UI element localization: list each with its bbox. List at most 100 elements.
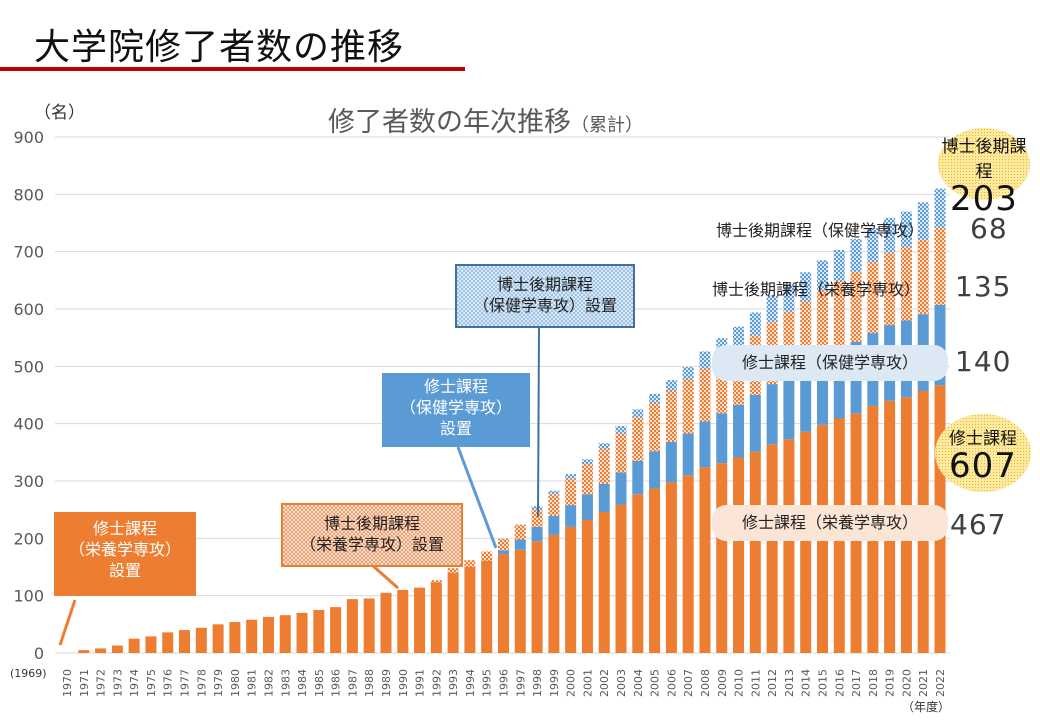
x-tick-label: 2006: [665, 669, 678, 697]
bar-segment-doctor-health: [682, 366, 694, 380]
bar-segment-doctor-nutrition: [430, 580, 442, 583]
bar-segment-master-nutrition: [330, 607, 342, 653]
x-tick-label: 2012: [766, 669, 779, 697]
bar-segment-master-health: [531, 526, 543, 542]
x-tick-label: 2007: [682, 669, 695, 697]
bar-segment-master-nutrition: [665, 482, 677, 653]
doctor-health-value: 68: [970, 212, 1008, 245]
bar-segment-master-nutrition: [615, 504, 627, 653]
bar-segment-master-health: [498, 550, 509, 555]
bar-segment-doctor-health: [800, 272, 812, 302]
master-total-value: 607: [949, 446, 1017, 486]
bar-segment-doctor-health: [850, 239, 862, 272]
title-underline: [0, 67, 465, 71]
bar-segment-master-health: [716, 413, 728, 464]
y-tick-label: 400: [13, 415, 44, 434]
bar-segment-master-health: [800, 366, 812, 432]
annotation-leader-lines: [58, 327, 540, 646]
bar-segment-doctor-nutrition: [917, 239, 929, 315]
x-tick-label: 1986: [330, 669, 343, 697]
bar-segment-doctor-health: [833, 249, 845, 282]
bar-segment-doctor-health: [867, 228, 879, 262]
doctor-total-value: 203: [950, 179, 1018, 219]
x-tick-label: 1991: [414, 669, 427, 697]
bar-segment-doctor-health: [581, 459, 593, 465]
y-tick-label: 800: [13, 185, 44, 204]
bar-segment-doctor-health: [884, 217, 896, 253]
bar-segment-master-health: [598, 483, 610, 512]
x-tick-label: 1974: [128, 669, 141, 697]
bar-segment-master-health: [733, 404, 745, 458]
bar-segment-master-nutrition: [565, 526, 577, 653]
x-tick-label: 2019: [884, 669, 897, 697]
bar-segment-master-nutrition: [430, 582, 442, 653]
master-nutrition-label: 修士課程（栄養学専攻）: [712, 505, 948, 541]
bar-segment-doctor-nutrition: [850, 271, 862, 342]
y-axis-ticks: 0 100 200 300 400 500 600 700 800 900: [13, 128, 44, 663]
bar-segment-doctor-nutrition: [665, 390, 677, 443]
bar-segment-doctor-nutrition: [833, 281, 845, 350]
bar-segment-master-health: [816, 357, 828, 425]
master-total-label: 修士課程: [949, 429, 1017, 449]
y-tick-label: 300: [13, 472, 44, 491]
bar-segment-doctor-nutrition: [548, 494, 560, 516]
bar-segment-master-nutrition: [531, 541, 543, 653]
x-tick-label: 1982: [262, 669, 275, 697]
bar-segment-doctor-nutrition: [934, 227, 946, 305]
master-health-label: 修士課程（保健学専攻）: [712, 345, 948, 381]
x-tick-label: 1979: [212, 669, 225, 697]
bar-segment-doctor-nutrition: [716, 357, 728, 414]
chart-title-main: 修了者数の年次推移: [328, 107, 571, 138]
x-tick-label: 1999: [548, 669, 561, 697]
bar-segment-doctor-nutrition: [581, 464, 593, 495]
bar-segment-doctor-health: [565, 474, 577, 479]
bar-segment-master-nutrition: [262, 616, 274, 653]
bar-segment-master-health: [665, 442, 677, 483]
x-tick-label: 2017: [850, 669, 863, 697]
bar-segment-master-health: [565, 505, 577, 527]
y-tick-label: 200: [13, 529, 44, 548]
bar-segment-doctor-health: [632, 409, 644, 418]
annotation-line: （栄養学専攻）: [68, 540, 181, 559]
annotation-line: 博士後期課程: [496, 275, 593, 294]
bar-segment-master-nutrition: [766, 444, 778, 653]
bar-segment-master-health: [649, 451, 661, 489]
x-tick-label: 1990: [397, 669, 410, 697]
x-tick-label: 1984: [296, 669, 309, 697]
bar-segment-master-nutrition: [363, 598, 375, 653]
bar-segment-master-nutrition: [313, 610, 325, 653]
x-tick-label: 1977: [179, 669, 192, 697]
bar-segment-doctor-health: [749, 312, 761, 336]
bar-segment-doctor-nutrition: [783, 311, 795, 377]
y-tick-label: 700: [13, 243, 44, 262]
bar-segment-doctor-health: [598, 443, 610, 449]
annotation-line: 修士課程: [423, 377, 488, 396]
x-tick-label: 1994: [464, 669, 477, 697]
x-tick-label: 2002: [598, 669, 611, 697]
x-tick-label: 2009: [716, 669, 729, 697]
bar-segment-master-nutrition: [296, 612, 308, 653]
x-tick-label: 1970: [61, 669, 74, 697]
bar-segment-doctor-health: [917, 202, 929, 240]
bar-segment-master-nutrition: [414, 587, 426, 653]
bar-segment-master-health: [766, 384, 778, 445]
y-tick-label: 900: [13, 128, 44, 147]
bar-segment-doctor-nutrition: [531, 509, 543, 527]
x-tick-label: 1981: [246, 669, 259, 697]
master-nutrition-value: 467: [950, 508, 1007, 541]
bar-segment-master-nutrition: [733, 457, 745, 653]
annotation-master-health-established: 修士課程 （保健学専攻） 設置: [382, 373, 530, 447]
annotation-line: 設置: [439, 419, 472, 438]
bar-segment-doctor-nutrition: [514, 524, 526, 540]
annotation-line: 修士課程: [92, 519, 157, 538]
leader-doctor-health: [537, 327, 540, 518]
bar-segment-master-health: [682, 433, 694, 476]
bar-segment-doctor-nutrition: [800, 301, 812, 367]
annotation-line: 設置: [108, 561, 141, 580]
bar-segment-master-nutrition: [716, 463, 728, 653]
bar-segment-doctor-nutrition: [632, 417, 644, 461]
x-tick-label: 1971: [78, 669, 91, 697]
bar-segment-master-nutrition: [111, 645, 123, 653]
x-tick-label: 2013: [783, 669, 796, 697]
doctor-total-label: 博士後期課程: [941, 137, 1027, 182]
